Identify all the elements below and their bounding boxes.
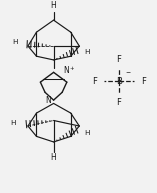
Text: H: H <box>84 49 89 55</box>
Text: −: − <box>125 69 131 74</box>
Text: F: F <box>141 77 146 86</box>
Text: H: H <box>51 153 57 163</box>
Text: B: B <box>116 77 122 86</box>
Text: F: F <box>92 77 97 86</box>
Text: H: H <box>51 1 57 10</box>
Text: N: N <box>45 96 51 105</box>
Text: F: F <box>116 55 121 64</box>
Text: F: F <box>116 98 121 108</box>
Text: H: H <box>10 120 16 126</box>
Text: H: H <box>85 130 90 135</box>
Text: N$^+$: N$^+$ <box>63 65 75 76</box>
Text: H: H <box>12 39 18 45</box>
